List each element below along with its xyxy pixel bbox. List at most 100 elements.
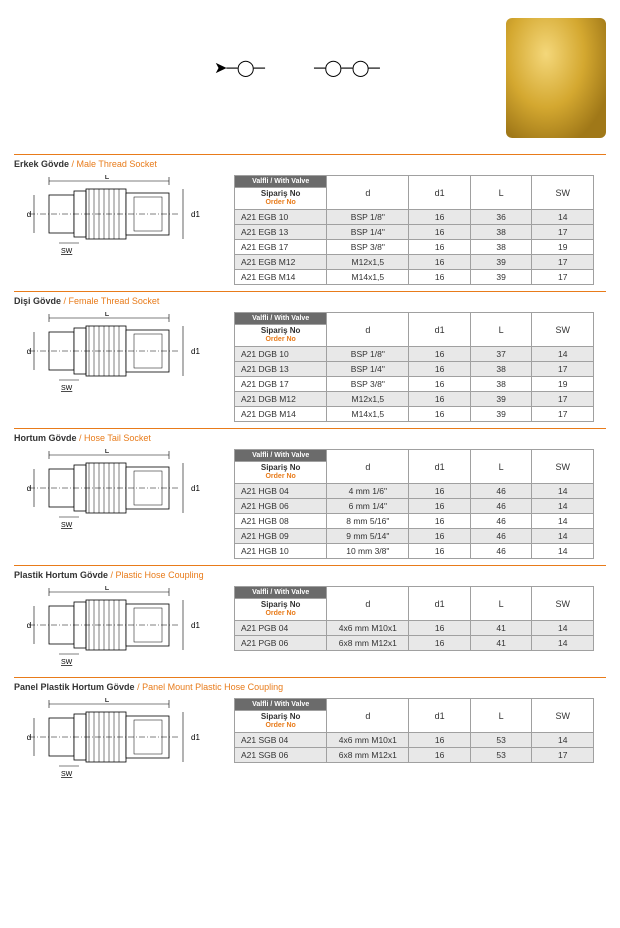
- symbol-right: ─◯─◯─: [314, 58, 379, 78]
- table-row: A21 EGB 13 BSP 1/4" 16 38 17: [235, 225, 594, 240]
- cell-order: A21 DGB M14: [235, 407, 327, 422]
- section-body: Valfli / With Valve d d1 L SW Sipariş No…: [14, 586, 606, 671]
- cell-L: 41: [470, 636, 532, 651]
- cell-d1: 16: [409, 621, 471, 636]
- cell-order: A21 PGB 06: [235, 636, 327, 651]
- cell-d1: 16: [409, 225, 471, 240]
- cell-d: 10 mm 3/8": [327, 544, 409, 559]
- section-body: Valfli / With Valve d d1 L SW Sipariş No…: [14, 312, 606, 422]
- table-row: A21 HGB 08 8 mm 5/16" 16 46 14: [235, 514, 594, 529]
- cell-SW: 14: [532, 514, 594, 529]
- section-title-en: / Panel Mount Plastic Hose Coupling: [137, 682, 283, 692]
- header-order: Sipariş NoOrder No: [235, 462, 327, 484]
- cell-d: BSP 3/8": [327, 240, 409, 255]
- symbol-left: ➤─◯─: [214, 58, 264, 78]
- cell-SW: 17: [532, 392, 594, 407]
- col-d1: d1: [409, 699, 471, 733]
- cell-d1: 16: [409, 499, 471, 514]
- cell-SW: 17: [532, 270, 594, 285]
- table-row: A21 PGB 04 4x6 mm M10x1 16 41 14: [235, 621, 594, 636]
- cell-d: BSP 3/8": [327, 377, 409, 392]
- cell-L: 38: [470, 377, 532, 392]
- technical-drawing: [14, 312, 224, 397]
- divider: [14, 428, 606, 429]
- cell-L: 38: [470, 225, 532, 240]
- cell-d1: 16: [409, 636, 471, 651]
- cell-d1: 16: [409, 733, 471, 748]
- cell-L: 46: [470, 499, 532, 514]
- header-valve: Valfli / With Valve: [235, 699, 327, 711]
- cell-order: A21 HGB 04: [235, 484, 327, 499]
- divider: [14, 291, 606, 292]
- cell-SW: 14: [532, 544, 594, 559]
- table-row: A21 EGB M14 M14x1,5 16 39 17: [235, 270, 594, 285]
- cell-d: 6 mm 1/4": [327, 499, 409, 514]
- col-d1: d1: [409, 587, 471, 621]
- cell-d1: 16: [409, 240, 471, 255]
- cell-d: 9 mm 5/14": [327, 529, 409, 544]
- col-d1: d1: [409, 313, 471, 347]
- section-title-en: / Male Thread Socket: [72, 159, 157, 169]
- cell-d: M12x1,5: [327, 392, 409, 407]
- cell-d1: 16: [409, 347, 471, 362]
- cell-SW: 19: [532, 377, 594, 392]
- cell-d: 6x8 mm M12x1: [327, 636, 409, 651]
- cell-L: 39: [470, 255, 532, 270]
- section-title-tr: Dişi Gövde: [14, 296, 61, 306]
- technical-drawing: [14, 698, 224, 783]
- table-row: A21 PGB 06 6x8 mm M12x1 16 41 14: [235, 636, 594, 651]
- cell-d1: 16: [409, 544, 471, 559]
- cell-order: A21 EGB 10: [235, 210, 327, 225]
- spec-table: Valfli / With Valve d d1 L SW Sipariş No…: [234, 586, 594, 651]
- cell-order: A21 HGB 09: [235, 529, 327, 544]
- table-row: A21 HGB 06 6 mm 1/4" 16 46 14: [235, 499, 594, 514]
- col-d: d: [327, 587, 409, 621]
- cell-L: 46: [470, 529, 532, 544]
- cell-order: A21 PGB 04: [235, 621, 327, 636]
- cell-SW: 17: [532, 748, 594, 763]
- cell-d: 4 mm 1/6": [327, 484, 409, 499]
- col-d: d: [327, 176, 409, 210]
- cell-d1: 16: [409, 529, 471, 544]
- table-row: A21 SGB 04 4x6 mm M10x1 16 53 14: [235, 733, 594, 748]
- cell-SW: 14: [532, 210, 594, 225]
- cell-d: 4x6 mm M10x1: [327, 733, 409, 748]
- section-body: Valfli / With Valve d d1 L SW Sipariş No…: [14, 175, 606, 285]
- table-row: A21 DGB 13 BSP 1/4" 16 38 17: [235, 362, 594, 377]
- cell-SW: 17: [532, 225, 594, 240]
- table-row: A21 EGB 10 BSP 1/8" 16 36 14: [235, 210, 594, 225]
- section-title-tr: Erkek Gövde: [14, 159, 69, 169]
- col-d: d: [327, 450, 409, 484]
- section-title: Plastik Hortum Gövde / Plastic Hose Coup…: [14, 570, 606, 580]
- section-title-en: / Female Thread Socket: [64, 296, 160, 306]
- cell-d: M12x1,5: [327, 255, 409, 270]
- cell-order: A21 DGB M12: [235, 392, 327, 407]
- table-row: A21 EGB M12 M12x1,5 16 39 17: [235, 255, 594, 270]
- section-body: Valfli / With Valve d d1 L SW Sipariş No…: [14, 449, 606, 559]
- product-photo: [506, 18, 606, 138]
- cell-order: A21 SGB 06: [235, 748, 327, 763]
- table-row: A21 SGB 06 6x8 mm M12x1 16 53 17: [235, 748, 594, 763]
- spec-table: Valfli / With Valve d d1 L SW Sipariş No…: [234, 175, 594, 285]
- cell-d1: 16: [409, 407, 471, 422]
- spec-table: Valfli / With Valve d d1 L SW Sipariş No…: [234, 449, 594, 559]
- section-title-en: / Plastic Hose Coupling: [111, 570, 204, 580]
- cell-SW: 14: [532, 347, 594, 362]
- cell-d: 6x8 mm M12x1: [327, 748, 409, 763]
- cell-SW: 14: [532, 499, 594, 514]
- header-order: Sipariş NoOrder No: [235, 711, 327, 733]
- cell-d1: 16: [409, 514, 471, 529]
- cell-order: A21 HGB 08: [235, 514, 327, 529]
- cell-L: 37: [470, 347, 532, 362]
- header-valve: Valfli / With Valve: [235, 587, 327, 599]
- spec-section: Dişi Gövde / Female Thread Socket Valfli…: [14, 291, 606, 422]
- header-order: Sipariş NoOrder No: [235, 599, 327, 621]
- cell-d: BSP 1/8": [327, 347, 409, 362]
- col-L: L: [470, 450, 532, 484]
- col-SW: SW: [532, 699, 594, 733]
- col-SW: SW: [532, 313, 594, 347]
- section-title-en: / Hose Tail Socket: [79, 433, 151, 443]
- cell-d: M14x1,5: [327, 270, 409, 285]
- cell-L: 39: [470, 407, 532, 422]
- cell-d1: 16: [409, 270, 471, 285]
